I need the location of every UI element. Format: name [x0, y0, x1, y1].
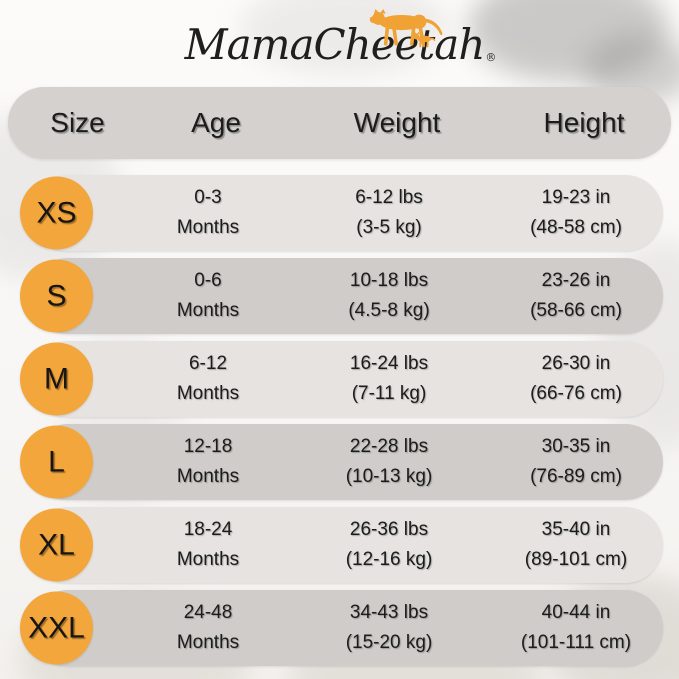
brand-logo: MamaCheetah®: [0, 0, 679, 84]
row-background: [30, 590, 663, 666]
row-background: [30, 341, 663, 417]
height-cell: 23-26 in (58-66 cm): [530, 270, 622, 321]
brand-name-text: MamaCheetah: [184, 20, 486, 69]
size-badge-xs: XS: [20, 176, 93, 250]
age-cell: 0-3 Months: [176, 187, 240, 238]
height-cell: 35-40 in (89-101 cm): [524, 519, 628, 570]
table-row-s: 0-6 Months 10-18 lbs (4.5-8 kg) 23-26 in (5…: [0, 258, 679, 334]
age-cell: 24-48 Months: [176, 602, 240, 653]
cheetah-icon: [369, 9, 443, 48]
brand-name: MamaCheetah®: [0, 20, 679, 69]
size-badge-s: S: [20, 259, 93, 333]
age-cell: 18-24 Months: [176, 519, 240, 570]
weight-cell: 6-12 lbs (3-5 kg): [355, 187, 423, 238]
weight-cell: 22-28 lbs (10-13 kg): [345, 436, 433, 487]
size-badge-l: L: [20, 425, 93, 499]
row-background: [30, 507, 663, 583]
table-row-m: 6-12 Months 16-24 lbs (7-11 kg) 26-30 in (6…: [0, 341, 679, 417]
header-age: Age: [191, 107, 241, 138]
height-cell: 30-35 in (76-89 cm): [530, 436, 622, 487]
table-row-xl: 18-24 Months 26-36 lbs (12-16 kg) 35-40 in…: [0, 507, 679, 583]
weight-cell: 34-43 lbs (15-20 kg): [345, 602, 433, 653]
table-row-l: 12-18 Months 22-28 lbs (10-13 kg) 30-35 in…: [0, 424, 679, 500]
row-background: [30, 175, 663, 251]
weight-cell: 10-18 lbs (4.5-8 kg): [348, 270, 430, 321]
row-background: [30, 424, 663, 500]
size-badge-xl: XL: [20, 508, 93, 582]
table-row-xs: 0-3 Months 6-12 lbs (3-5 kg) 19-23 in (48-5…: [0, 175, 679, 251]
registered-trademark: ®: [485, 51, 496, 64]
age-cell: 0-6 Months: [176, 270, 240, 321]
size-badge-xxl: XXL: [20, 591, 93, 665]
size-badge-m: M: [20, 342, 93, 416]
header-size: Size: [50, 107, 105, 138]
size-table-body: 0-3 Months 6-12 lbs (3-5 kg) 19-23 in (48-5…: [0, 175, 679, 673]
age-cell: 12-18 Months: [176, 436, 240, 487]
table-header-background: [8, 87, 671, 159]
height-cell: 40-44 in (101-111 cm): [520, 602, 632, 653]
header-weight: Weight: [353, 107, 441, 138]
weight-cell: 26-36 lbs (12-16 kg): [345, 519, 433, 570]
age-cell: 6-12 Months: [176, 353, 240, 404]
table-row-xxl: 24-48 Months 34-43 lbs (15-20 kg) 40-44 in…: [0, 590, 679, 666]
height-cell: 26-30 in (66-76 cm): [530, 353, 622, 404]
height-cell: 19-23 in (48-58 cm): [530, 187, 622, 238]
header-height: Height: [543, 107, 625, 138]
table-header-row: Size Age Weight Height: [8, 87, 671, 159]
weight-cell: 16-24 lbs (7-11 kg): [349, 353, 429, 404]
row-background: [30, 258, 663, 334]
